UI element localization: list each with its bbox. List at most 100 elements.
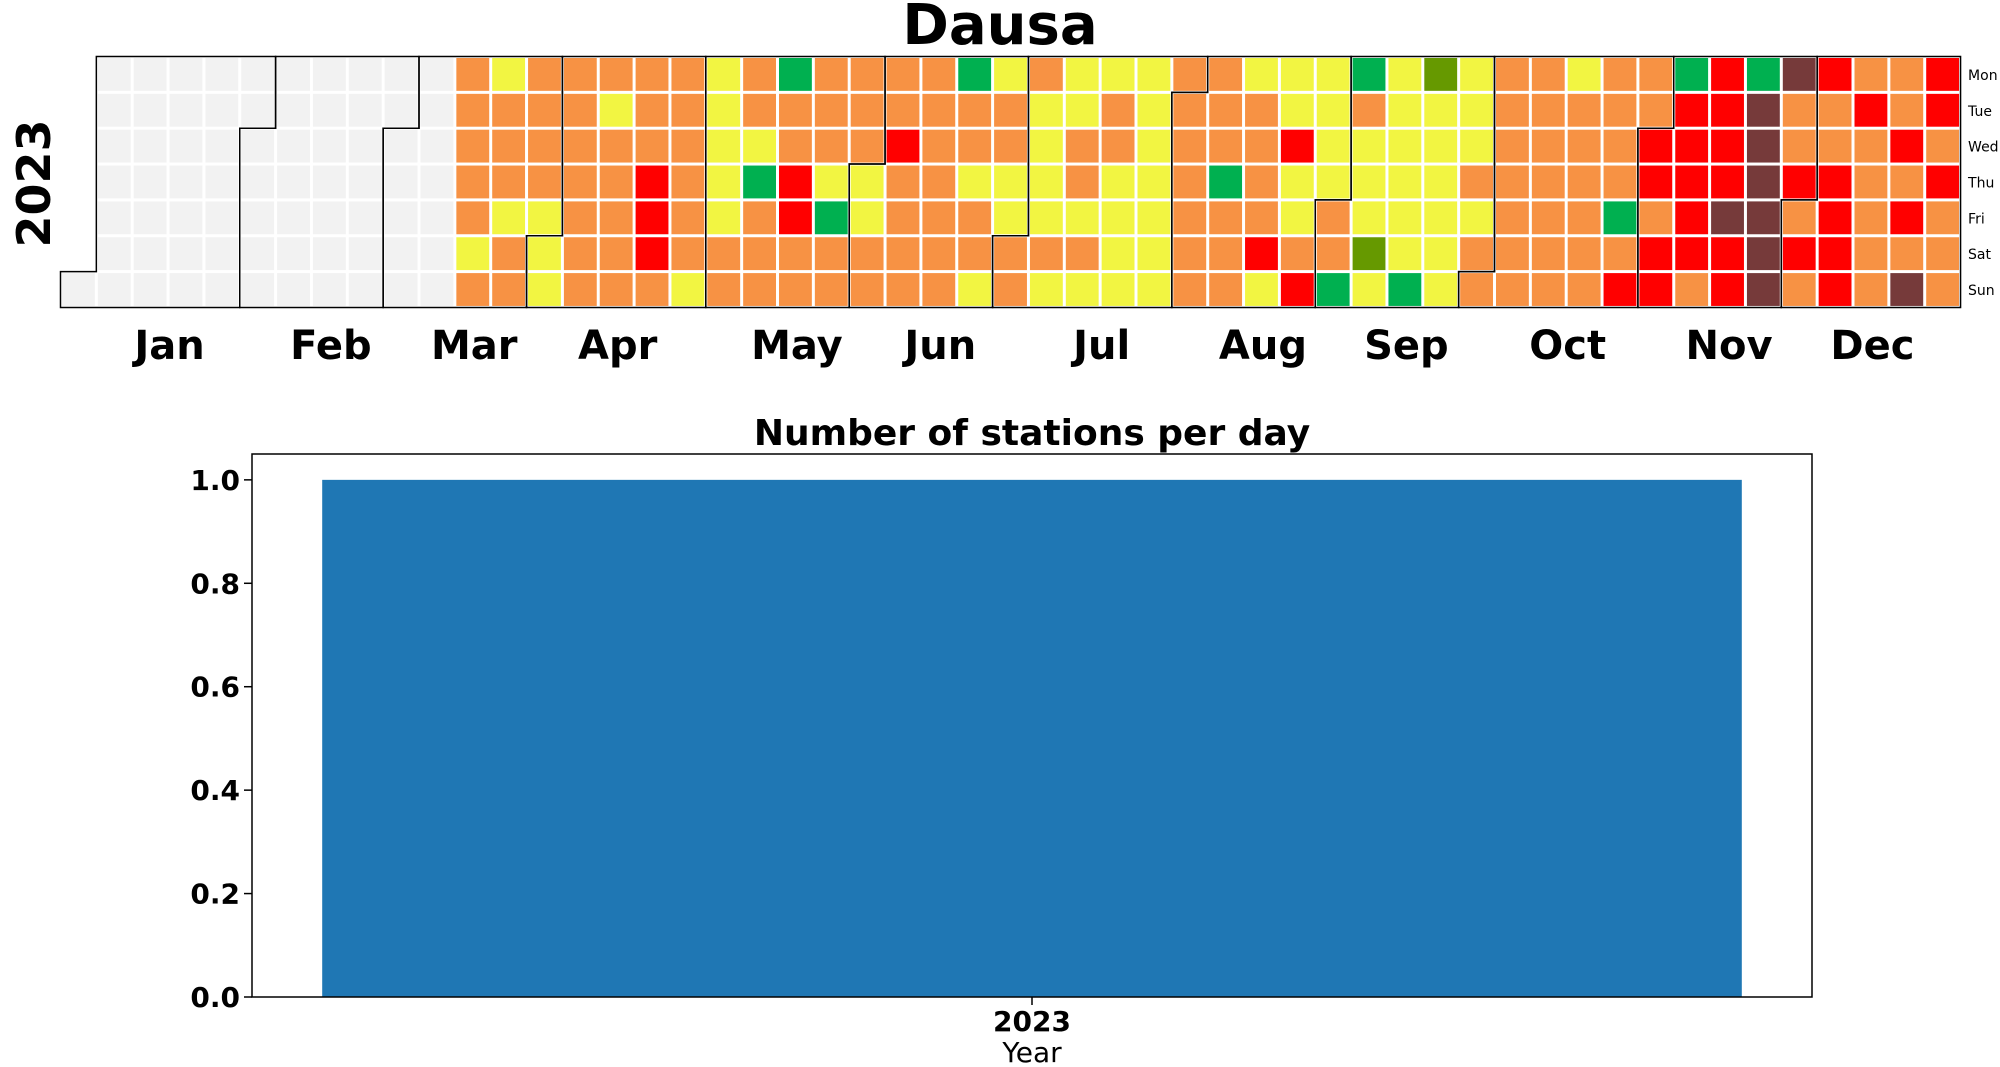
heatmap-cell [241, 58, 275, 91]
heatmap-cell [1531, 58, 1565, 91]
month-label: Jan [131, 323, 204, 369]
heatmap-cell [420, 273, 454, 306]
heatmap-cell [62, 273, 95, 306]
heatmap-cell [1316, 237, 1350, 271]
heatmap-cell [1496, 58, 1529, 91]
heatmap-cell [958, 58, 992, 91]
heatmap-cell [563, 237, 597, 271]
heatmap-cell [1818, 129, 1852, 163]
heatmap-cell [886, 165, 920, 199]
heatmap-cell [384, 273, 418, 306]
heatmap-cell [1711, 201, 1744, 235]
heatmap-cell [456, 129, 490, 163]
heatmap-cell [1101, 201, 1135, 235]
heatmap-cell [1818, 201, 1852, 235]
heatmap-cell [1209, 58, 1243, 91]
heatmap-cell [1926, 93, 1960, 127]
heatmap-cell [241, 93, 275, 127]
weekday-label: Mon [1968, 68, 1998, 84]
heatmap-cell [456, 201, 490, 235]
heatmap-cell [1388, 58, 1422, 91]
heatmap-cell [1245, 93, 1278, 127]
heatmap-cell [671, 237, 705, 271]
heatmap-cell [599, 201, 633, 235]
heatmap-cell [743, 58, 776, 91]
year-label: 2023 [7, 119, 61, 247]
heatmap-cell [97, 165, 131, 199]
heatmap-cell [1675, 273, 1709, 306]
heatmap-cell [635, 93, 669, 127]
heatmap-cell [994, 273, 1027, 306]
heatmap-cell [994, 129, 1027, 163]
heatmap-cell [1352, 273, 1386, 306]
heatmap-cell [1029, 93, 1063, 127]
heatmap-cell [886, 129, 920, 163]
heatmap-cell [1173, 58, 1207, 91]
heatmap-cell [1854, 93, 1888, 127]
heatmap-cell [1029, 237, 1063, 271]
heatmap-cell [1782, 273, 1816, 306]
heatmap-cell [671, 129, 705, 163]
heatmap-cell [456, 165, 490, 199]
heatmap-cell [1567, 165, 1601, 199]
heatmap-cell [1496, 201, 1529, 235]
heatmap-cell [1531, 165, 1565, 199]
heatmap-cell [277, 129, 310, 163]
heatmap-cell [1460, 93, 1493, 127]
heatmap-cell [348, 165, 382, 199]
heatmap-cell [1603, 93, 1637, 127]
heatmap-cell [599, 93, 633, 127]
heatmap-cell [312, 201, 346, 235]
heatmap-cell [779, 58, 812, 91]
heatmap-cell [492, 93, 526, 127]
heatmap-cell [671, 58, 705, 91]
heatmap-cell [1424, 273, 1458, 306]
heatmap-cell [1818, 165, 1852, 199]
heatmap-cell [528, 237, 561, 271]
heatmap-cell [205, 129, 239, 163]
heatmap-cell [1137, 58, 1171, 91]
heatmap-cell [97, 58, 131, 91]
heatmap-cell [1101, 129, 1135, 163]
heatmap-cell [420, 201, 454, 235]
heatmap-cell [205, 93, 239, 127]
bar [322, 479, 1742, 997]
heatmap-cell [1316, 129, 1350, 163]
heatmap-cell [1137, 93, 1171, 127]
plot-frame [251, 453, 1813, 998]
heatmap-cell [850, 58, 884, 91]
heatmap-cell [994, 58, 1027, 91]
heatmap-cell [886, 58, 920, 91]
heatmap-cell [1173, 273, 1207, 306]
heatmap-cell [958, 201, 992, 235]
heatmap-cell [97, 273, 131, 306]
heatmap-cell [850, 237, 884, 271]
heatmap-cell [384, 93, 418, 127]
month-label: May [751, 323, 843, 369]
heatmap-cell [1173, 201, 1207, 235]
heatmap-cell [1890, 165, 1924, 199]
heatmap-cell [492, 237, 526, 271]
heatmap-cell [1603, 273, 1637, 306]
heatmap-cell [133, 129, 167, 163]
heatmap-cell [169, 273, 203, 306]
heatmap-cell [563, 58, 597, 91]
y-tick-label: 0.6 [190, 671, 240, 704]
heatmap-cell [1029, 201, 1063, 235]
heatmap-cell [1782, 93, 1816, 127]
heatmap-cell [1280, 129, 1314, 163]
heatmap-cell [1101, 165, 1135, 199]
heatmap-cell [1352, 58, 1386, 91]
heatmap-cell [1209, 129, 1243, 163]
heatmap-cell [1782, 58, 1816, 91]
heatmap-cell [850, 129, 884, 163]
heatmap-cell [671, 201, 705, 235]
heatmap-cell [1926, 237, 1960, 271]
heatmap-cell [707, 165, 741, 199]
heatmap-cell [850, 93, 884, 127]
heatmap-cell [922, 201, 956, 235]
heatmap-cell [563, 273, 597, 306]
heatmap-cell [1137, 237, 1171, 271]
heatmap-cell [1603, 58, 1637, 91]
y-tick-label: 0.4 [190, 774, 240, 807]
